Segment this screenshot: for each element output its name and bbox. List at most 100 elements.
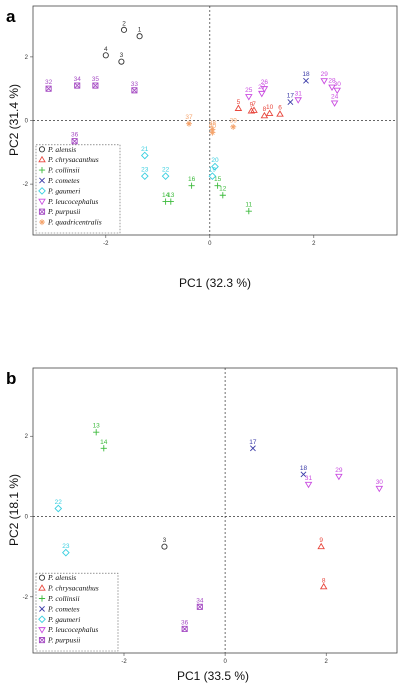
panel-b-reference-lines [33,368,397,653]
legend-label-collinsii: P. collinsii [47,594,80,603]
legend-label-leucocephalus: P. leucocephalus [47,197,98,206]
panel-b-plot-frame [32,367,398,654]
data-point-label: 8 [263,106,267,113]
data-point-label: 20 [211,157,219,164]
data-point-leucocephalus [330,100,339,107]
data-point-purpusii [71,138,78,145]
data-point-cometes [287,99,294,105]
legend-label-cometes: P. cometes [47,176,80,185]
data-point-chrysacanthus [247,107,256,114]
data-point-label: 1 [138,27,142,34]
data-point-chrysacanthus [234,104,243,111]
panel-a-x-axis-title: PC1 (32.3 %) [179,276,251,290]
data-point-label: 11 [245,202,252,209]
legend-marker-chrysacanthus [38,155,46,163]
panel-b-points: 3 8 9 13 14 17 18 22 23 29 30 31 34 36 [54,423,384,632]
data-point-cometes [249,445,256,452]
legend-marker-collinsii [38,167,46,174]
data-point-quadricentralis [209,126,216,133]
data-point-label: 34 [74,76,82,83]
data-point-chrysacanthus [265,109,274,117]
y-tick-label: 0 [25,119,29,125]
legend-label-chrysacanthus: P. chrysacanthus [47,155,99,164]
legend-label-purpusii: P. purpusii [47,207,80,216]
data-point-label: 7 [252,101,256,108]
data-point-label: 15 [214,176,222,183]
data-point-alensis [120,26,128,33]
y-tick-label: -2 [23,595,29,601]
data-point-label: 9 [250,101,254,108]
data-point-cometes [303,77,309,84]
legend-marker-leucocephalus [38,198,46,206]
data-point-alensis [161,543,168,550]
data-point-leucocephalus [333,87,341,95]
data-point-label: 35 [92,76,100,83]
data-point-label: 17 [249,439,257,446]
x-tick-label: -2 [103,241,109,247]
data-point-collinsii [100,445,107,452]
legend-label-alensis: P. alensis [47,145,76,154]
data-point-label: 13 [93,423,101,430]
data-point-label: 34 [196,597,204,604]
data-point-label: 28 [328,78,336,85]
x-tick-label: 0 [223,659,227,665]
data-point-label: 18 [302,71,310,78]
data-point-label: 3 [163,537,167,544]
data-point-label: 31 [295,90,303,97]
data-point-label: 30 [334,81,342,88]
data-point-collinsii [214,182,221,189]
data-point-label: 2 [122,20,126,27]
data-point-collinsii [245,208,252,215]
legend-label-gaumeri: P. gaumeri [47,615,80,624]
legend-label-collinsii: P. collinsii [47,166,80,175]
data-point-leucocephalus [320,78,328,85]
panel-a-letter: a [6,7,16,26]
legend-marker-cometes [39,177,45,184]
data-point-leucocephalus [245,94,253,101]
data-point-cometes [300,471,307,478]
data-point-collinsii [219,192,226,199]
data-point-label: 22 [162,167,170,174]
data-point-chrysacanthus [319,582,328,590]
legend-marker-chrysacanthus [38,584,46,591]
data-point-label: 29 [335,467,343,474]
data-point-label: 18 [300,465,308,472]
data-point-gaumeri [62,548,70,557]
data-point-leucocephalus [258,90,266,98]
data-point-alensis [102,52,109,59]
data-point-leucocephalus [375,485,384,493]
y-tick-label: 2 [25,55,29,61]
data-point-quadricentralis [230,123,237,130]
data-point-leucocephalus [294,97,302,104]
y-tick-label: -2 [23,182,29,188]
data-point-label: 23 [141,167,149,174]
legend-marker-purpusii [38,637,46,644]
legend-label-leucocephalus: P. leucocephalus [47,625,98,634]
data-point-label: 14 [162,192,170,199]
y-tick-label: 2 [25,434,29,440]
data-point-purpusii [92,82,99,89]
data-point-label: 12 [219,186,227,193]
x-tick-label: 2 [312,241,316,247]
data-point-label: 26 [261,79,269,86]
data-point-label: 13 [167,192,175,199]
panel-b-x-axis-title: PC1 (33.5 %) [177,669,249,683]
data-point-purpusii [181,625,188,632]
legend-marker-cometes [39,605,45,612]
data-point-gaumeri [54,504,63,513]
data-point-label: 17 [287,93,295,100]
data-point-quadricentralis [209,129,216,136]
data-point-gaumeri [140,172,149,180]
data-point-label: 16 [188,176,196,183]
data-point-chrysacanthus [276,110,284,117]
data-point-label: 24 [331,94,339,101]
data-point-purpusii [131,87,138,94]
legend-box [35,144,121,234]
data-point-label: 23 [62,543,70,550]
data-point-label: 32 [45,79,53,86]
x-tick-label: 2 [325,659,329,665]
